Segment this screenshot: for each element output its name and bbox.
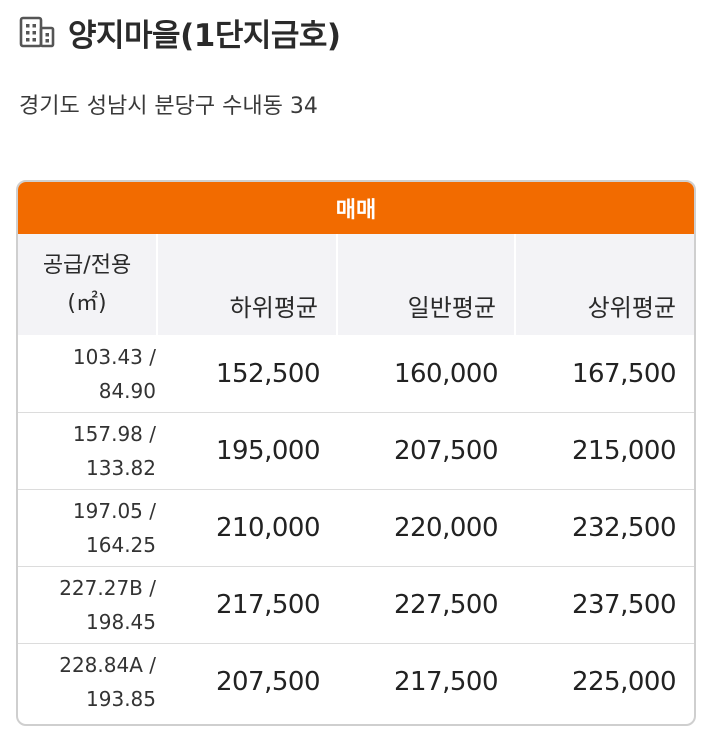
high-average-price: 225,000 (571, 667, 677, 697)
exclusive-area: 133.82 (86, 456, 156, 480)
normal-average-price: 220,000 (393, 513, 499, 543)
low-average-price: 210,000 (215, 513, 321, 543)
low-average-price: 217,500 (215, 590, 321, 620)
table-body: 103.43 / 84.90 152,500 160,000 167,500 1… (18, 335, 694, 720)
table-row: 103.43 / 84.90 152,500 160,000 167,500 (18, 335, 694, 412)
supply-area: 103.43 / (72, 344, 156, 369)
complex-title-row: 양지마을(1단지금호) (18, 10, 341, 54)
exclusive-area: 84.90 (98, 378, 156, 403)
normal-average-price: 217,500 (393, 667, 499, 697)
exclusive-area: 198.45 (86, 610, 156, 634)
table-row: 228.84A / 193.85 207,500 217,500 225,000 (18, 643, 694, 720)
supply-area: 227.27B / (59, 576, 156, 600)
supply-area: 157.98 / (72, 422, 156, 446)
normal-average-header: 일반평균 (338, 234, 516, 335)
low-average-price: 207,500 (215, 667, 321, 697)
area-column-header: 공급/전용 (㎡) (18, 234, 158, 335)
building-icon (18, 14, 56, 50)
low-average-price: 152,500 (215, 358, 321, 389)
low-average-header: 하위평균 (158, 234, 338, 335)
table-row: 227.27B / 198.45 217,500 227,500 237,500 (18, 566, 694, 643)
supply-area: 197.05 / (72, 499, 156, 523)
area-cell: 157.98 / 133.82 (18, 413, 158, 489)
area-cell: 197.05 / 164.25 (18, 490, 158, 566)
area-cell: 228.84A / 193.85 (18, 644, 158, 720)
table-row: 157.98 / 133.82 195,000 207,500 215,000 (18, 412, 694, 489)
normal-average-price: 227,500 (393, 590, 499, 620)
high-average-price: 237,500 (571, 590, 677, 620)
area-header-label: 공급/전용 (42, 252, 132, 278)
complex-address: 경기도 성남시 분당구 수내동 34 (19, 94, 318, 119)
normal-average-price: 207,500 (393, 436, 499, 466)
trade-type-header: 매매 (18, 182, 694, 234)
area-header-unit: (㎡) (67, 290, 107, 316)
exclusive-area: 193.85 (86, 687, 156, 711)
page-title: 양지마을(1단지금호) (68, 17, 341, 54)
exclusive-area: 164.25 (86, 533, 156, 557)
high-average-price: 167,500 (571, 358, 677, 389)
supply-area: 228.84A / (59, 653, 156, 677)
low-average-price: 195,000 (215, 436, 321, 466)
area-cell: 227.27B / 198.45 (18, 567, 158, 643)
high-average-price: 232,500 (571, 513, 677, 543)
table-column-headers: 공급/전용 (㎡) 하위평균 일반평균 상위평균 (18, 234, 694, 335)
high-average-header: 상위평균 (587, 294, 676, 322)
normal-average-price: 160,000 (393, 358, 499, 389)
high-average-price: 215,000 (571, 436, 677, 466)
area-cell: 103.43 / 84.90 (18, 335, 158, 412)
price-table: 매매 공급/전용 (㎡) 하위평균 일반평균 상위평균 103.43 / 84.… (16, 180, 696, 726)
table-row: 197.05 / 164.25 210,000 220,000 232,500 (18, 489, 694, 566)
